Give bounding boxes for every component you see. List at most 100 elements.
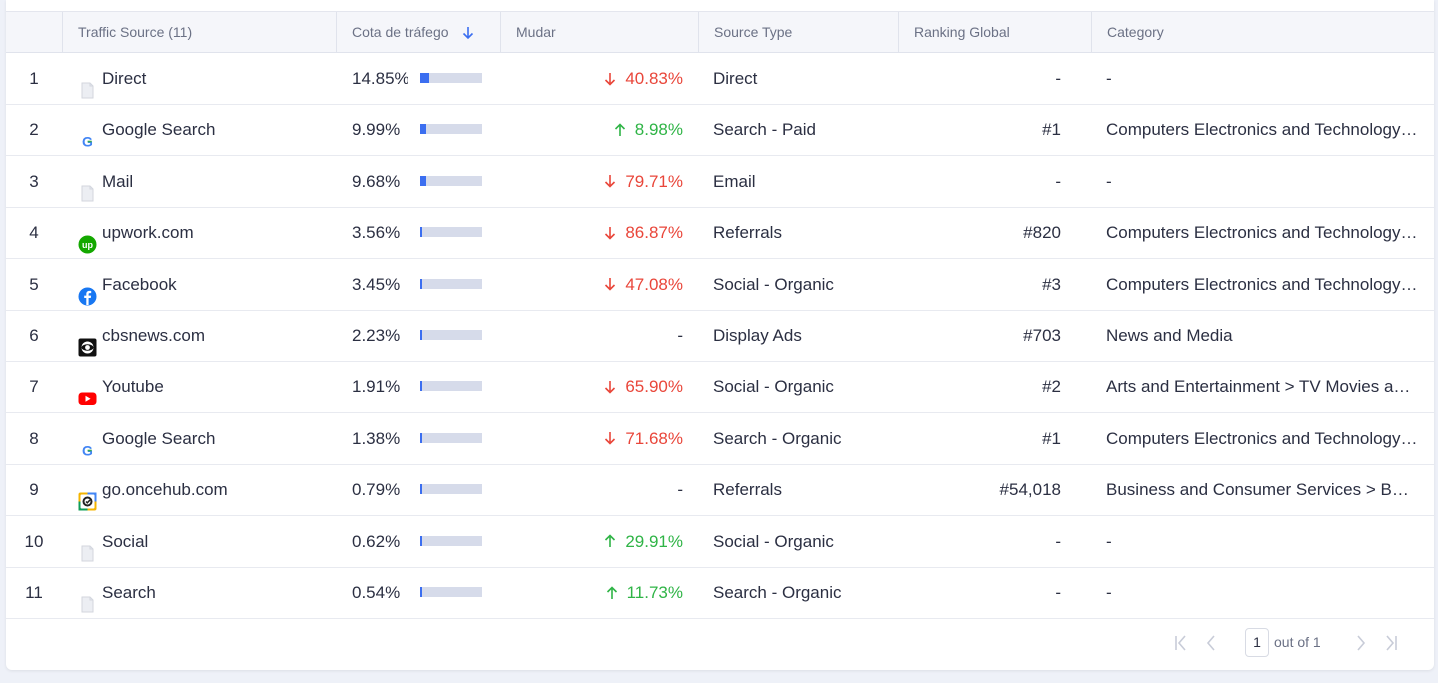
table-row[interactable]: 2 G Google Search 9.99% 8.98% Search - Paid #1… — [6, 104, 1434, 157]
traffic-source-label: Direct — [102, 69, 147, 88]
change-value: - — [677, 480, 683, 500]
traffic-source[interactable]: go.oncehub.com — [78, 464, 338, 515]
row-number: 1 — [29, 69, 39, 88]
sort-descending-icon — [463, 27, 474, 40]
global-rank: - — [1055, 69, 1061, 88]
global-rank: #1 — [1042, 120, 1061, 140]
traffic-sources-table: Traffic Source (11) Cota de tráfego Muda… — [6, 0, 1434, 670]
header-category-label: Category — [1107, 24, 1164, 40]
traffic-share-bar-fill — [420, 432, 422, 443]
traffic-share-bar-fill — [420, 278, 423, 289]
traffic-share-bar-fill — [420, 535, 422, 546]
change-cell: 29.91% — [506, 516, 683, 567]
global-rank: #1 — [1042, 428, 1061, 448]
row-number: 8 — [29, 428, 39, 448]
traffic-share-bar — [420, 175, 482, 186]
global-rank: - — [1055, 171, 1061, 191]
table-row[interactable]: 9 go.oncehub.com 0.79% - Referrals #54,018 Bus… — [6, 464, 1434, 517]
svg-text:G: G — [82, 442, 93, 458]
header-global-rank-label: Ranking Global — [914, 24, 1010, 40]
table-row[interactable]: 8 G Google Search 1.38% 71.68% Search - Organ… — [6, 413, 1434, 465]
first-page-icon[interactable] — [1171, 627, 1191, 659]
arrow-down-icon — [605, 278, 616, 291]
source-type: Social - Organic — [713, 377, 834, 397]
cbs-icon — [78, 326, 97, 357]
traffic-share-bar — [420, 535, 482, 546]
traffic-share-bar — [420, 587, 482, 597]
traffic-source[interactable]: G Google Search — [78, 413, 338, 464]
header-traffic-share[interactable]: Cota de tráfego — [336, 12, 500, 52]
traffic-share-bar-fill — [420, 227, 423, 238]
traffic-source-label: go.oncehub.com — [102, 480, 228, 500]
header-category[interactable]: Category — [1091, 12, 1434, 52]
change-cell: 47.08% — [506, 259, 683, 310]
header-change[interactable]: Mudar — [500, 12, 698, 52]
traffic-source[interactable]: Mail — [78, 156, 338, 207]
row-number: 5 — [29, 274, 39, 294]
arrow-up-icon — [606, 585, 617, 599]
traffic-share-value: 9.68% — [352, 171, 401, 191]
source-type: Direct — [713, 69, 758, 88]
traffic-share-bar-fill — [420, 73, 429, 83]
table-row[interactable]: 7 Youtube 1.91% 65.90% Social - Organic #2 Art… — [6, 361, 1434, 414]
traffic-source-label: Mail — [102, 171, 134, 191]
category: - — [1106, 531, 1112, 551]
table-row[interactable]: 1 Direct 14.85% 40.83% Direct - - — [6, 53, 1434, 105]
traffic-source[interactable]: Direct — [78, 53, 338, 104]
global-rank: #703 — [1023, 326, 1061, 345]
change-value: 8.98% — [634, 120, 683, 140]
traffic-source[interactable]: Social — [78, 516, 338, 567]
facebook-icon — [78, 275, 97, 306]
upwork-icon: up — [78, 223, 97, 254]
table-row[interactable]: 4 up upwork.com 3.56% 86.87% Referrals #820 Com… — [6, 207, 1434, 260]
table-top-divider — [6, 0, 1434, 12]
table-row[interactable]: 5 Facebook 3.45% 47.08% Social - Organic #3 Co… — [6, 259, 1434, 311]
google-icon: G — [78, 429, 97, 458]
traffic-source[interactable]: up upwork.com — [78, 207, 338, 258]
last-page-icon[interactable] — [1381, 627, 1401, 659]
traffic-source[interactable]: Facebook — [78, 259, 338, 310]
arrow-down-icon — [605, 226, 616, 240]
traffic-share-bar-fill — [420, 330, 422, 340]
category: - — [1106, 69, 1112, 88]
traffic-source[interactable]: cbsnews.com — [78, 310, 338, 361]
next-page-icon[interactable] — [1351, 627, 1371, 659]
source-type: Social - Organic — [713, 274, 834, 294]
arrow-down-icon — [605, 72, 616, 86]
global-rank: - — [1055, 583, 1061, 602]
change-cell: 79.71% — [506, 156, 683, 207]
traffic-share-bar — [420, 73, 482, 83]
header-traffic-source[interactable]: Traffic Source (11) — [62, 12, 336, 52]
change-cell: - — [506, 310, 683, 361]
traffic-share-value: 0.79% — [352, 480, 401, 500]
global-rank: - — [1055, 531, 1061, 551]
change-cell: 71.68% — [506, 413, 683, 464]
traffic-share-value: 14.85% — [352, 69, 408, 88]
table-row[interactable]: 3 Mail 9.68% 79.71% Email - - — [6, 156, 1434, 208]
traffic-share-value: 1.91% — [352, 377, 401, 397]
page-count-label: out of 1 — [1274, 634, 1321, 650]
category: Computers Electronics and Technology > S… — [1106, 428, 1418, 448]
traffic-source[interactable]: Search — [78, 567, 338, 618]
header-source-type[interactable]: Source Type — [698, 12, 898, 52]
traffic-share-bar — [420, 381, 482, 392]
traffic-source[interactable]: Youtube — [78, 361, 338, 412]
source-type: Display Ads — [713, 326, 802, 345]
category: Computers Electronics and Technology > P… — [1106, 223, 1418, 243]
traffic-share-bar-fill — [420, 587, 422, 597]
change-cell: 40.83% — [506, 53, 683, 104]
table-row[interactable]: 11 Search 0.54% 11.73% Search - Organic - - — [6, 567, 1434, 619]
header-traffic-share-label: Cota de tráfego — [352, 24, 449, 40]
traffic-source[interactable]: G Google Search — [78, 104, 338, 155]
page-number-input[interactable]: 1 — [1245, 628, 1269, 657]
header-global-rank[interactable]: Ranking Global — [898, 12, 1091, 52]
svg-text:G: G — [82, 134, 93, 150]
category: News and Media — [1106, 326, 1233, 345]
previous-page-icon[interactable] — [1201, 627, 1221, 659]
global-rank: #54,018 — [999, 480, 1061, 500]
arrow-down-icon — [605, 432, 616, 445]
table-row[interactable]: 6 cbsnews.com 2.23% - Display Ads #703 News an… — [6, 310, 1434, 362]
change-value: - — [677, 326, 683, 345]
table-row[interactable]: 10 Social 0.62% 29.91% Social - Organic - - — [6, 516, 1434, 568]
traffic-share-bar-fill — [420, 175, 426, 186]
